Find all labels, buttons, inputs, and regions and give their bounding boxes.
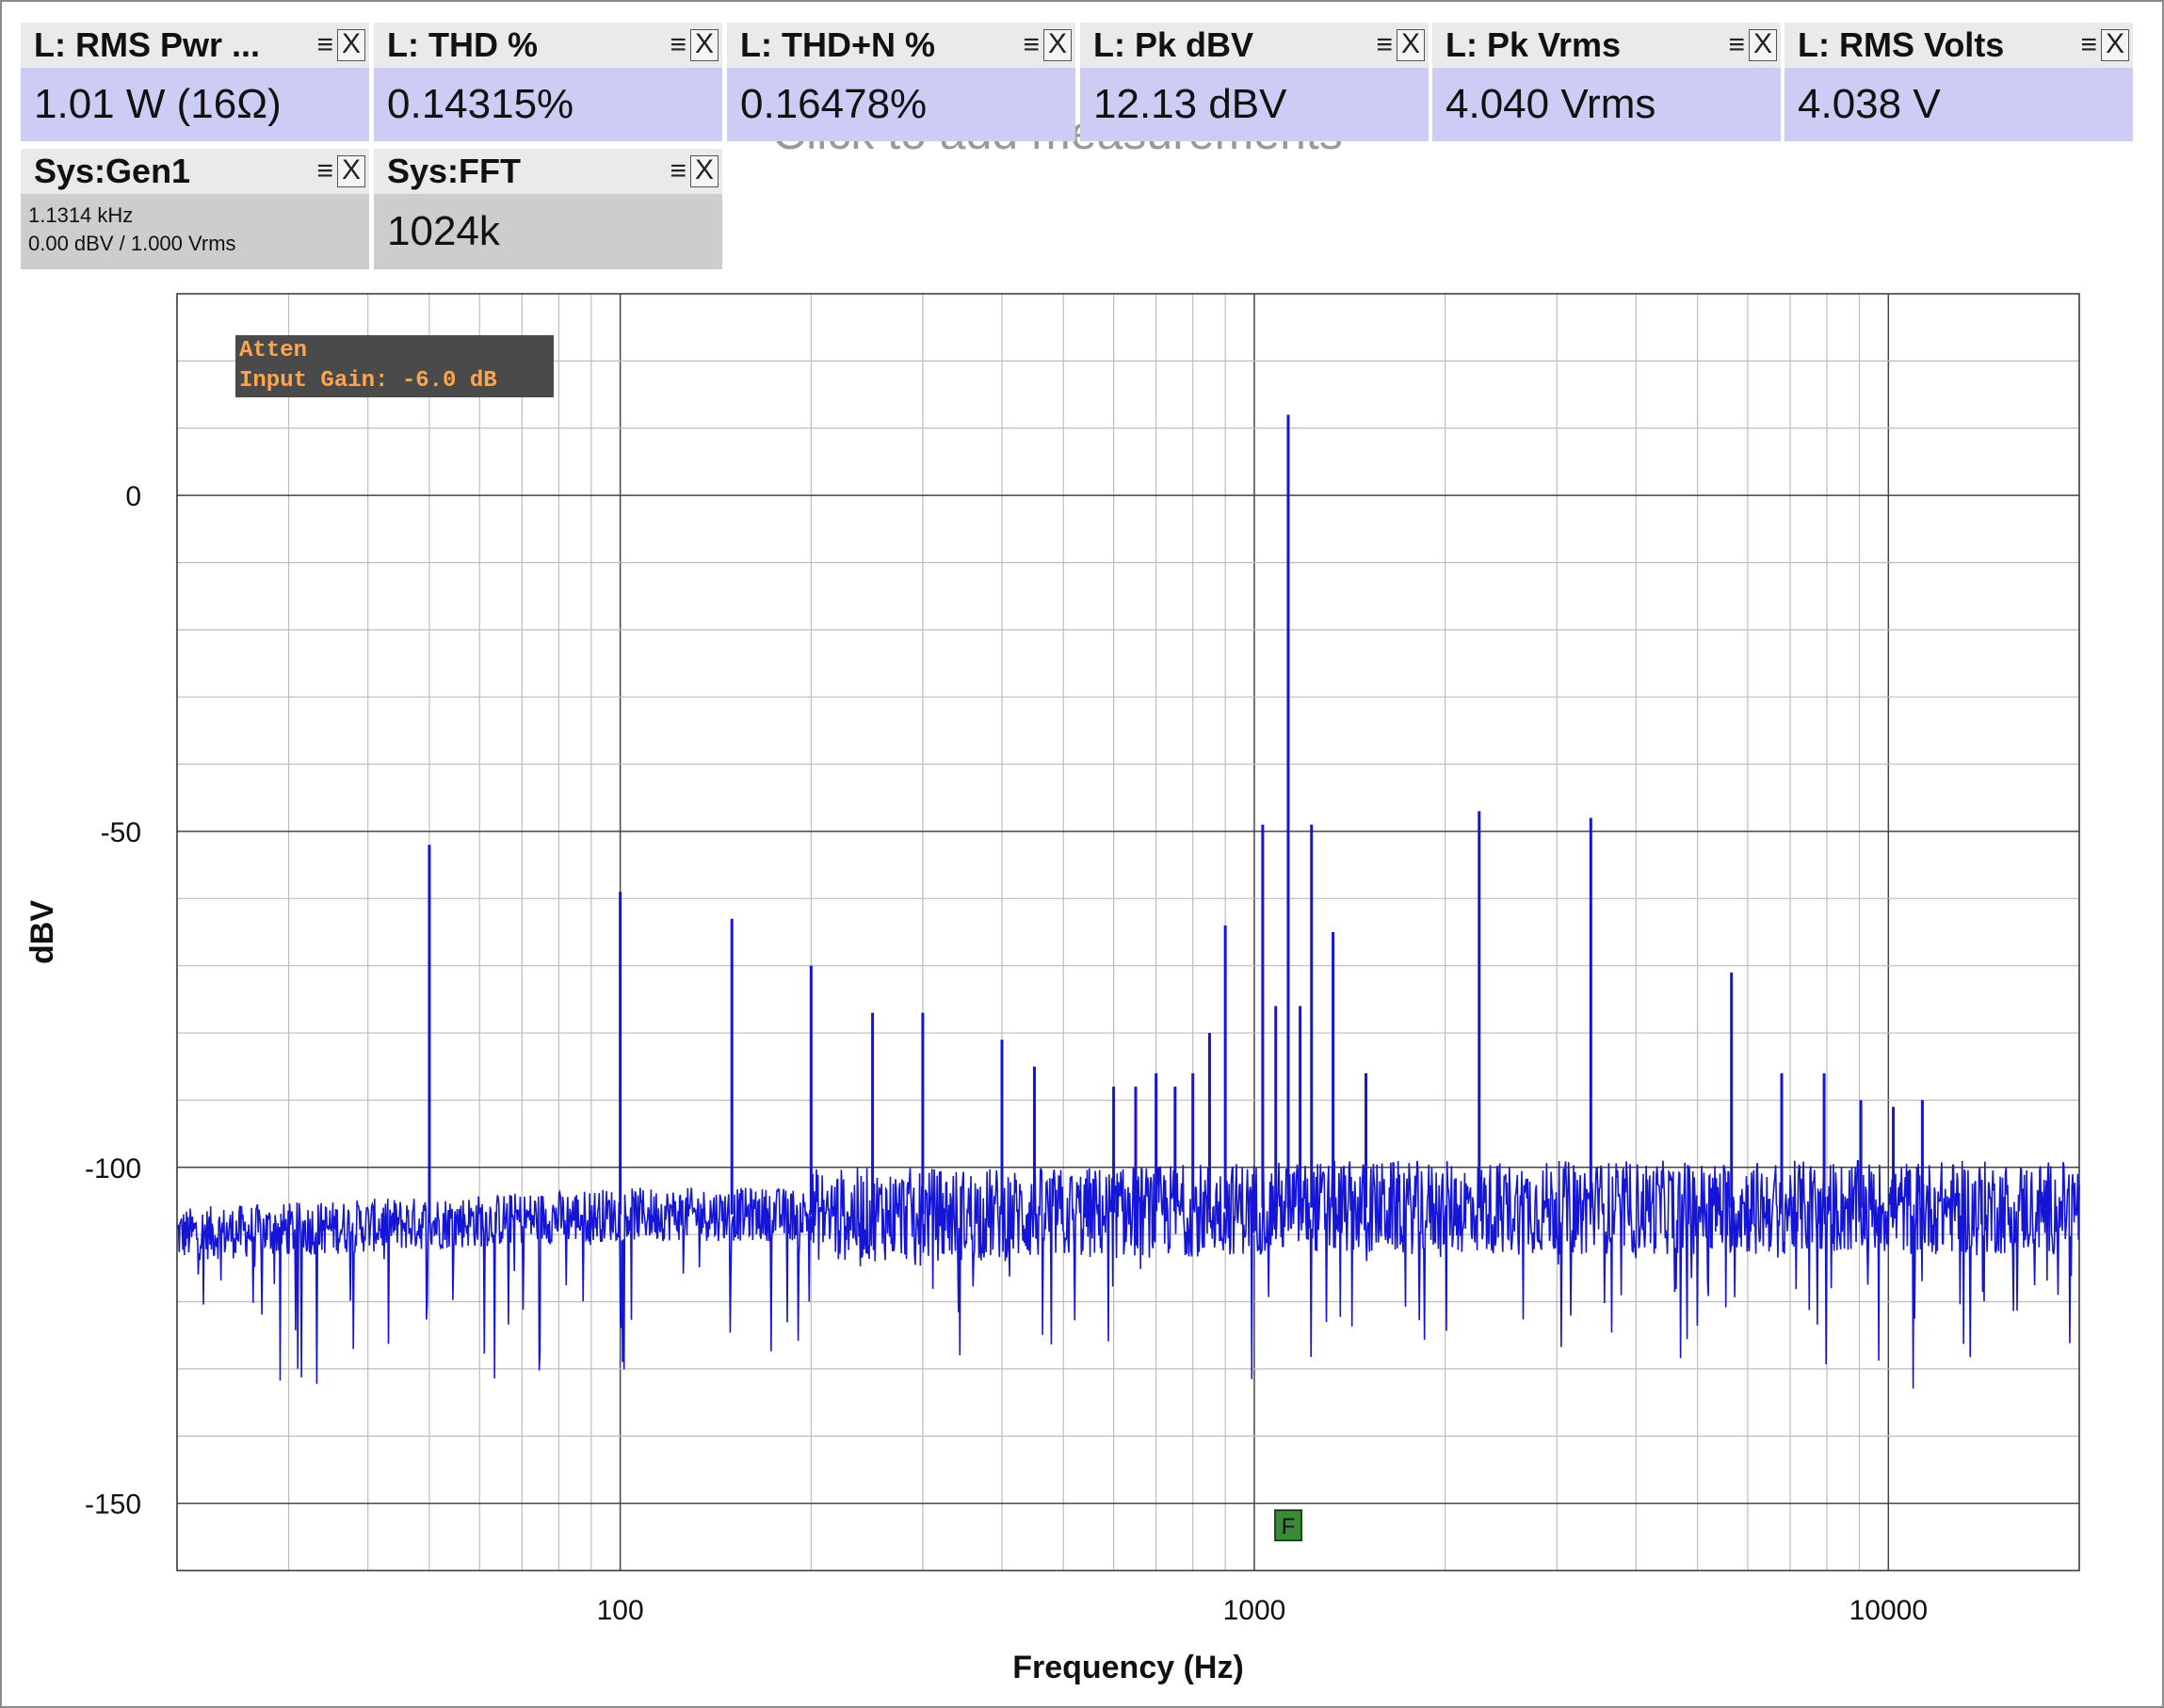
tile-header: L: THD+N % ≡ X [727, 23, 1075, 68]
input-gain-overlay: Atten Input Gain: -6.0 dB [235, 335, 554, 397]
menu-icon[interactable]: ≡ [316, 29, 333, 60]
tile-sys-fft[interactable]: Sys:FFT ≡ X 1024k [374, 149, 722, 269]
close-icon[interactable]: X [1749, 29, 1777, 61]
tile-title: L: Pk dBV [1093, 25, 1254, 64]
x-axis-label: Frequency (Hz) [1012, 1650, 1244, 1685]
close-icon[interactable]: X [2101, 29, 2129, 61]
generator-level: 0.00 dBV / 1.000 Vrms [28, 232, 236, 255]
tile-value: 0.14315% [374, 68, 722, 141]
marker-group: F [1274, 1509, 1303, 1541]
generator-frequency: 1.1314 kHz [28, 203, 134, 227]
plot-grid [176, 293, 2080, 1571]
x-tick-label: 10000 [1849, 1595, 1928, 1626]
tile-sys-gen1[interactable]: Sys:Gen1 ≡ X 1.1314 kHz 0.00 dBV / 1.000 … [21, 149, 369, 269]
tile-header: L: Pk dBV ≡ X [1080, 23, 1429, 68]
y-tick-label: -150 [85, 1490, 141, 1521]
tile-thd[interactable]: L: THD % ≡ X 0.14315% [374, 23, 722, 141]
tile-header: Sys:Gen1 ≡ X [21, 149, 369, 194]
x-tick-label: 1000 [1223, 1595, 1286, 1626]
tile-pk-vrms[interactable]: L: Pk Vrms ≡ X 4.040 Vrms [1432, 23, 1781, 141]
menu-icon[interactable]: ≡ [670, 155, 686, 186]
x-tick-label: 100 [597, 1595, 644, 1626]
tile-value: 4.038 V [1784, 68, 2133, 141]
tile-rms-power[interactable]: L: RMS Pwr ... ≡ X 1.01 W (16Ω) [21, 23, 369, 141]
tile-value: 1024k [374, 194, 722, 269]
tile-header: L: THD % ≡ X [374, 23, 722, 68]
plot-border [176, 293, 2080, 1571]
close-icon[interactable]: X [337, 155, 365, 187]
noise-floor-line [176, 1159, 2080, 1389]
tile-header: Sys:FFT ≡ X [374, 149, 722, 194]
tile-title: L: RMS Pwr ... [34, 25, 261, 64]
tile-title: L: THD+N % [740, 25, 935, 64]
close-icon[interactable]: X [1043, 29, 1072, 61]
peak-trace [428, 414, 1924, 1223]
close-icon[interactable]: X [690, 155, 719, 187]
tile-header: L: Pk Vrms ≡ X [1432, 23, 1781, 68]
tile-title: L: RMS Volts [1798, 25, 2005, 64]
tile-title: L: THD % [387, 25, 538, 64]
close-icon[interactable]: X [1397, 29, 1425, 61]
menu-icon[interactable]: ≡ [1376, 29, 1393, 60]
tile-value: 1.01 W (16Ω) [21, 68, 369, 141]
overlay-line-2: Input Gain: -6.0 dB [239, 368, 497, 394]
menu-icon[interactable]: ≡ [670, 29, 686, 60]
menu-icon[interactable]: ≡ [316, 155, 333, 186]
tile-pk-dbv[interactable]: L: Pk dBV ≡ X 12.13 dBV [1080, 23, 1429, 141]
axis-labels: Frequency (Hz) dBV [24, 900, 1244, 1685]
noise-trace [176, 1159, 2080, 1389]
menu-icon[interactable]: ≡ [1728, 29, 1745, 60]
overlay-box [235, 335, 554, 397]
overlay-line-1: Atten [239, 338, 307, 363]
frequency-marker-label: F [1282, 1514, 1296, 1539]
axis-ticks: 0 -50 -100 -150 100 1000 10000 [85, 481, 1928, 1626]
tile-title: Sys:FFT [387, 152, 522, 190]
tile-header: L: RMS Volts ≡ X [1784, 23, 2133, 68]
close-icon[interactable]: X [337, 29, 365, 61]
tile-header: L: RMS Pwr ... ≡ X [21, 23, 369, 68]
tile-thd-n[interactable]: L: THD+N % ≡ X 0.16478% [727, 23, 1075, 141]
tile-value: 0.16478% [727, 68, 1075, 141]
y-tick-label: -50 [101, 817, 141, 848]
tile-rms-volts[interactable]: L: RMS Volts ≡ X 4.038 V [1784, 23, 2133, 141]
tile-title: Sys:Gen1 [34, 152, 191, 190]
menu-icon[interactable]: ≡ [1023, 29, 1040, 60]
tile-value: 4.040 Vrms [1432, 68, 1781, 141]
generator-settings: 1.1314 kHz 0.00 dBV / 1.000 Vrms [21, 194, 369, 269]
tile-value: 12.13 dBV [1080, 68, 1429, 141]
y-tick-label: -100 [85, 1153, 141, 1184]
menu-icon[interactable]: ≡ [2080, 29, 2097, 60]
y-axis-label: dBV [24, 900, 60, 964]
y-tick-label: 0 [125, 481, 141, 512]
frequency-marker[interactable] [1274, 1509, 1303, 1541]
close-icon[interactable]: X [690, 29, 719, 61]
tile-title: L: Pk Vrms [1445, 25, 1622, 64]
